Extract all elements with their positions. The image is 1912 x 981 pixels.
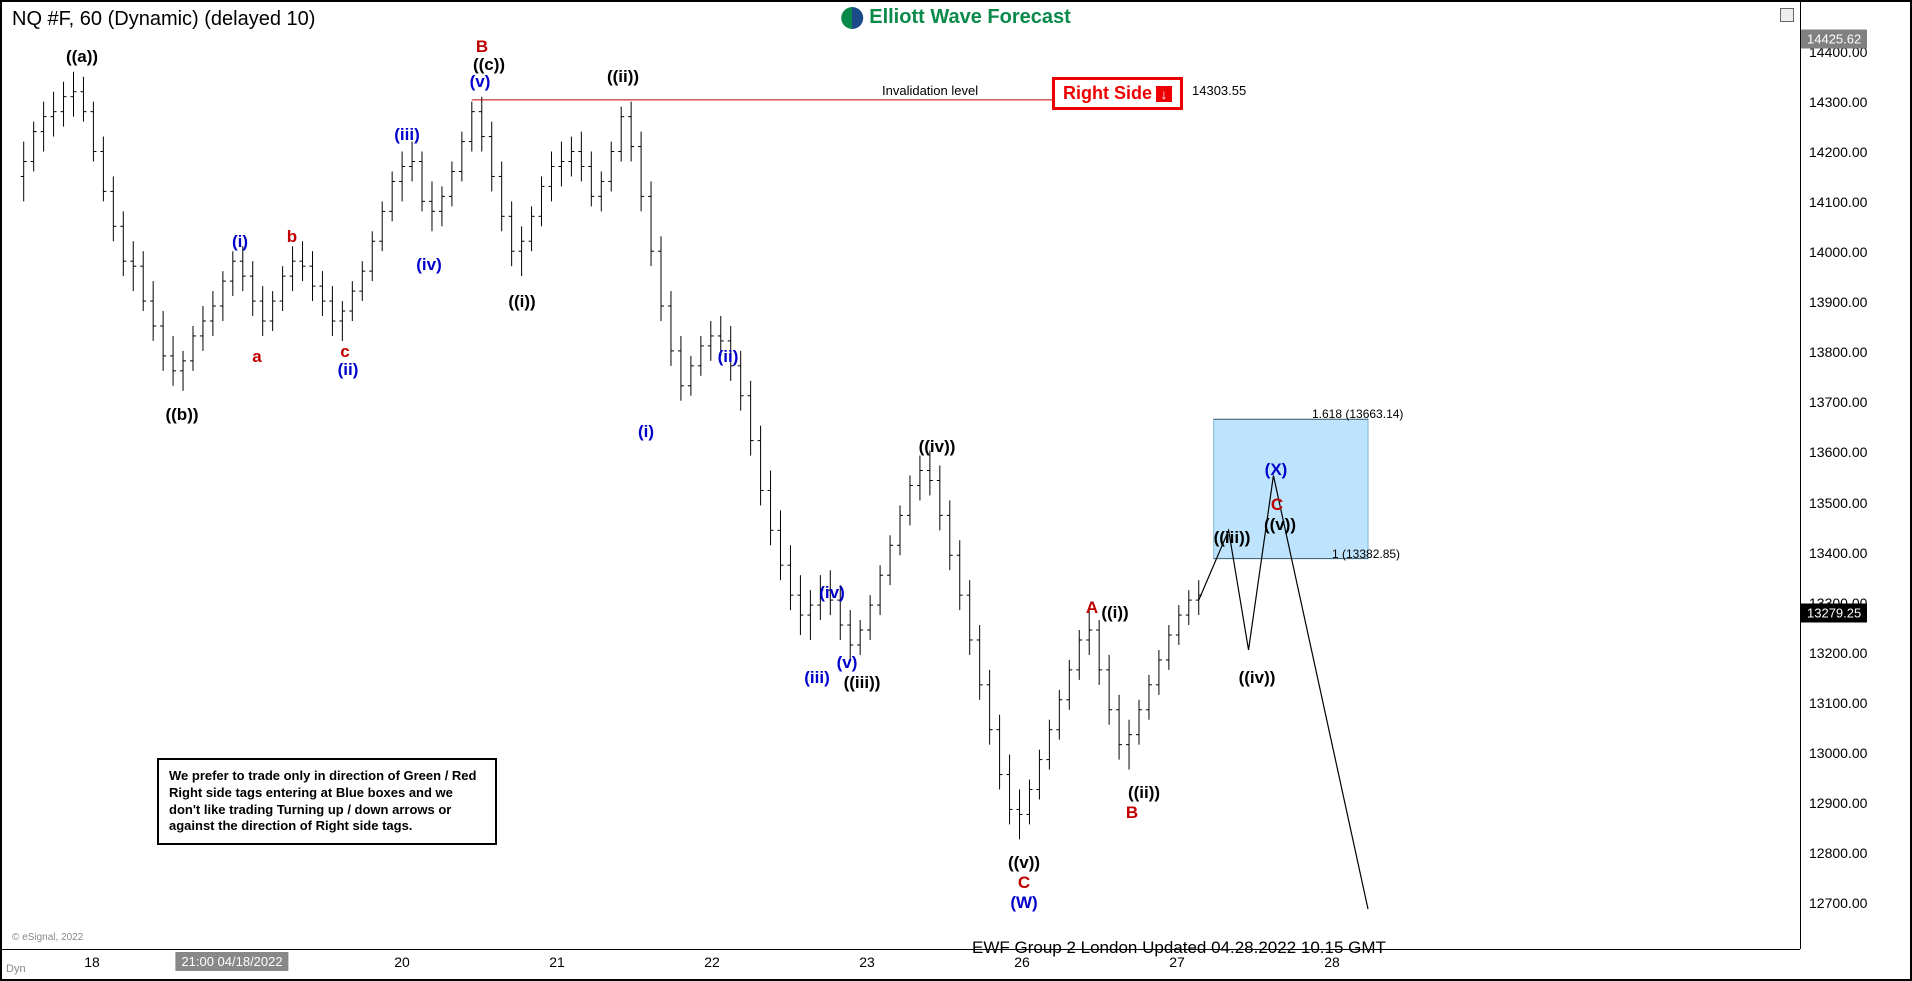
wave-label: ((v)) bbox=[1008, 853, 1040, 873]
y-tick: 13700.00 bbox=[1809, 394, 1867, 410]
wave-label: (iii) bbox=[804, 668, 830, 688]
wave-label: (v) bbox=[837, 653, 858, 673]
wave-label: ((iv)) bbox=[1239, 668, 1276, 688]
price-tag: 13279.25 bbox=[1801, 604, 1867, 623]
wave-label: ((b)) bbox=[165, 405, 198, 425]
x-tick: 21:00 04/18/2022 bbox=[175, 952, 288, 971]
y-tick: 13500.00 bbox=[1809, 495, 1867, 511]
y-tick: 14000.00 bbox=[1809, 244, 1867, 260]
wave-label: ((c)) bbox=[473, 55, 505, 75]
chart-container: NQ #F, 60 (Dynamic) (delayed 10) Elliott… bbox=[0, 0, 1912, 981]
wave-label: ((iii)) bbox=[1214, 528, 1251, 548]
wave-label: (X) bbox=[1265, 460, 1288, 480]
wave-label: ((a)) bbox=[66, 47, 98, 67]
wave-label: a bbox=[252, 347, 261, 367]
wave-label: ((i)) bbox=[1101, 603, 1128, 623]
y-tick: 13900.00 bbox=[1809, 294, 1867, 310]
arrow-down-icon: ↓ bbox=[1156, 86, 1172, 102]
y-tick: 14300.00 bbox=[1809, 94, 1867, 110]
wave-label: ((v)) bbox=[1264, 515, 1296, 535]
x-tick: 21 bbox=[549, 954, 565, 970]
wave-label: (iv) bbox=[819, 583, 845, 603]
wave-label: ((ii)) bbox=[1128, 783, 1160, 803]
copyright: © eSignal, 2022 bbox=[12, 932, 83, 943]
y-tick: 12800.00 bbox=[1809, 845, 1867, 861]
y-tick: 12700.00 bbox=[1809, 895, 1867, 911]
wave-label: (ii) bbox=[338, 360, 359, 380]
y-tick: 13000.00 bbox=[1809, 745, 1867, 761]
y-tick: 12900.00 bbox=[1809, 795, 1867, 811]
wave-label: (i) bbox=[232, 232, 248, 252]
y-tick: 13600.00 bbox=[1809, 444, 1867, 460]
y-tick: 13100.00 bbox=[1809, 695, 1867, 711]
dyn-label: Dyn bbox=[6, 963, 26, 975]
wave-label: B bbox=[1126, 803, 1138, 823]
wave-label: b bbox=[287, 227, 297, 247]
y-tick: 13800.00 bbox=[1809, 344, 1867, 360]
fib-label: 1.618 (13663.14) bbox=[1312, 407, 1403, 421]
right-side-tag: Right Side↓ bbox=[1052, 77, 1183, 110]
wave-label: ((iii)) bbox=[844, 673, 881, 693]
wave-label: (iii) bbox=[394, 125, 420, 145]
x-tick: 26 bbox=[1014, 954, 1030, 970]
invalidation-value: 14303.55 bbox=[1192, 83, 1246, 98]
wave-label: C bbox=[1271, 495, 1283, 515]
x-tick: 27 bbox=[1169, 954, 1185, 970]
invalidation-label: Invalidation level bbox=[882, 83, 978, 98]
x-tick: 28 bbox=[1324, 954, 1340, 970]
wave-label: ((iv)) bbox=[919, 437, 956, 457]
chart-area[interactable]: ((a))((b))(i)abc(ii)(iii)(iv)(v)B((c))((… bbox=[2, 2, 1800, 949]
wave-label: (iv) bbox=[416, 255, 442, 275]
y-axis: 12700.00 12800.00 12900.00 13000.00 13100.00… bbox=[1800, 2, 1910, 949]
wave-label: (ii) bbox=[718, 347, 739, 367]
y-tick: 13400.00 bbox=[1809, 545, 1867, 561]
wave-label: ((ii)) bbox=[607, 67, 639, 87]
x-tick: 22 bbox=[704, 954, 720, 970]
fib-label: 1 (13382.85) bbox=[1332, 547, 1400, 561]
x-tick: 18 bbox=[84, 954, 100, 970]
y-tick: 13200.00 bbox=[1809, 645, 1867, 661]
trading-note: We prefer to trade only in direction of … bbox=[157, 758, 497, 846]
right-side-text: Right Side bbox=[1063, 83, 1152, 104]
wave-label: (i) bbox=[638, 422, 654, 442]
x-tick: 23 bbox=[859, 954, 875, 970]
wave-label: ((i)) bbox=[508, 292, 535, 312]
wave-label: (v) bbox=[470, 72, 491, 92]
y-tick: 14200.00 bbox=[1809, 144, 1867, 160]
price-tag: 14425.62 bbox=[1801, 30, 1867, 49]
wave-label: (W) bbox=[1010, 893, 1037, 913]
x-tick: 20 bbox=[394, 954, 410, 970]
y-tick: 14100.00 bbox=[1809, 194, 1867, 210]
x-axis: 18 21:00 04/18/2022 20 21 22 23 26 27 28 bbox=[2, 949, 1800, 979]
wave-label: C bbox=[1018, 873, 1030, 893]
wave-label: A bbox=[1086, 598, 1098, 618]
